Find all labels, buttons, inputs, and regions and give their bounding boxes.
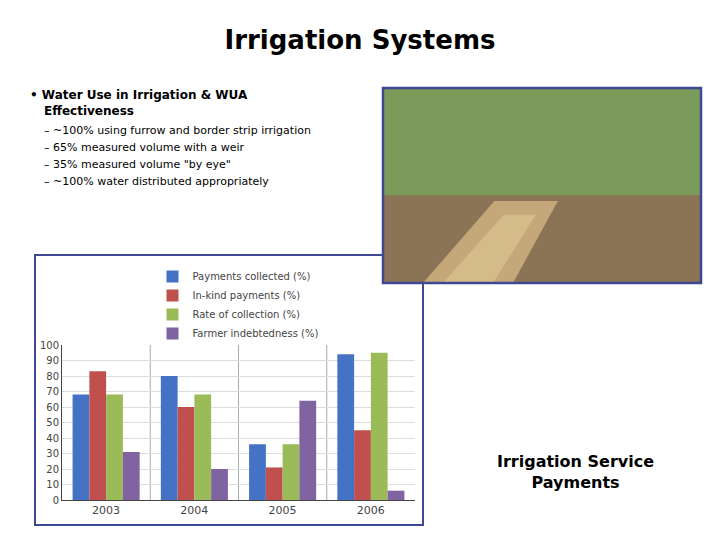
svg-text:2004: 2004 — [180, 504, 208, 517]
svg-text:2005: 2005 — [269, 504, 297, 517]
svg-text:70: 70 — [46, 386, 59, 397]
svg-text:– ~100% water distributed appr: – ~100% water distributed appropriately — [44, 175, 269, 188]
svg-text:Payments collected (%): Payments collected (%) — [193, 271, 311, 282]
svg-text:20: 20 — [46, 464, 59, 475]
svg-text:– 35% measured volume "by eye": – 35% measured volume "by eye" — [44, 158, 231, 171]
svg-text:50: 50 — [46, 417, 59, 428]
svg-text:– 65% measured volume with a w: – 65% measured volume with a weir — [44, 141, 245, 154]
svg-text:2006: 2006 — [357, 504, 385, 517]
svg-text:Irrigation Systems: Irrigation Systems — [225, 25, 496, 55]
svg-text:10: 10 — [46, 479, 59, 490]
svg-text:Farmer indebtedness (%): Farmer indebtedness (%) — [193, 328, 319, 339]
svg-text:In-kind payments (%): In-kind payments (%) — [193, 290, 301, 301]
svg-text:– ~100% using furrow and borde: – ~100% using furrow and border strip ir… — [44, 124, 311, 137]
svg-text:0: 0 — [53, 495, 59, 506]
svg-text:80: 80 — [46, 371, 59, 382]
svg-text:60: 60 — [46, 402, 59, 413]
svg-text:90: 90 — [46, 355, 59, 366]
svg-text:Effectiveness: Effectiveness — [44, 104, 134, 118]
svg-text:40: 40 — [46, 433, 59, 444]
svg-text:Irrigation ServicePayments: Irrigation ServicePayments — [497, 452, 654, 492]
svg-text:Rate of collection (%): Rate of collection (%) — [193, 309, 300, 320]
svg-text:30: 30 — [46, 448, 59, 459]
svg-text:100: 100 — [40, 340, 59, 351]
svg-text:2003: 2003 — [92, 504, 120, 517]
svg-text:• Water Use in Irrigation & WU: • Water Use in Irrigation & WUA — [30, 88, 248, 102]
